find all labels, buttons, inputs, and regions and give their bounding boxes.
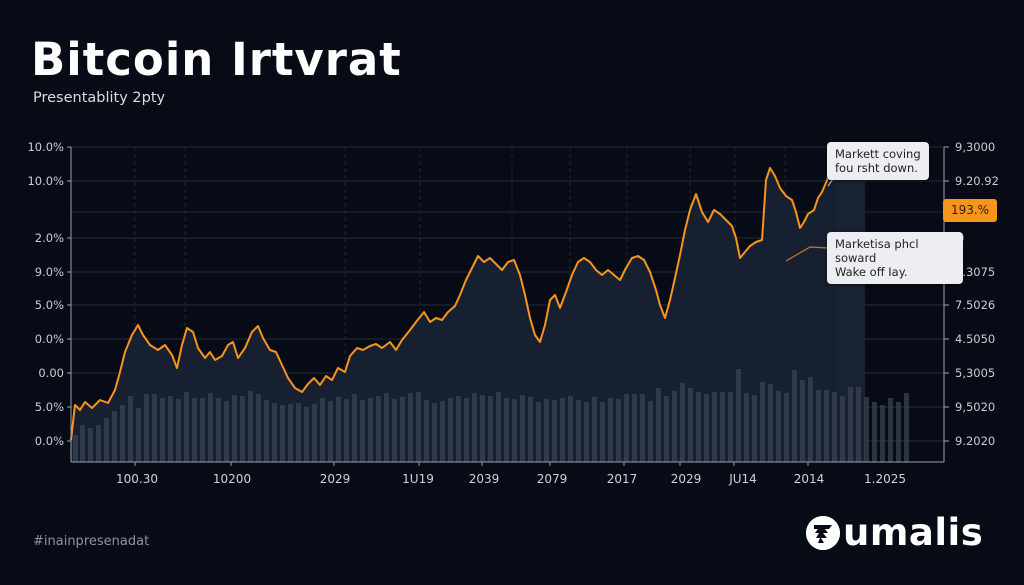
volume-bars: [73, 369, 909, 462]
x-tick-label: 2029: [670, 472, 702, 486]
x-tick-label: 2079: [536, 472, 568, 486]
y-left-tick-label: 5.0%: [34, 400, 64, 414]
x-tick-label: 2014: [793, 472, 825, 486]
left-axis-ticks: [67, 146, 71, 442]
y-right-tick-label: 4.5050: [955, 332, 996, 346]
x-tick-label: 2029: [319, 472, 351, 486]
x-tick-label: 1.2025: [864, 472, 906, 486]
y-left-tick-label: 10.0%: [27, 174, 64, 188]
right-axis-ticks: [944, 146, 949, 442]
bottom-axis-ticks: [134, 462, 809, 466]
y-left-tick-label: 0.00: [38, 366, 64, 380]
y-left-tick-label: 0.0%: [34, 332, 64, 346]
annotation-callout-top: Markett coving fou rsht down.: [827, 142, 929, 180]
page-subtitle: Presentablity 2pty: [33, 90, 166, 106]
page-title: Bitcoin Irtvrat: [31, 33, 402, 86]
y-left-tick-label: 10.0%: [27, 140, 64, 154]
current-price-badge: 193.%: [943, 199, 997, 222]
x-tick-label: 2039: [468, 472, 500, 486]
brand-logo: umalis: [806, 511, 983, 554]
x-tick-label: 1U19: [402, 472, 434, 486]
circle-logo-icon: [806, 515, 840, 550]
callout-bottom-line1: Marketisa phcl soward: [835, 237, 919, 265]
x-tick-label: 10200: [212, 472, 252, 486]
y-left-tick-label: 0.0%: [34, 434, 64, 448]
x-tick-label: 100.30: [116, 472, 158, 486]
price-area: [71, 168, 865, 462]
x-tick-label: 2017: [606, 472, 638, 486]
y-right-tick-label: 9,3000: [955, 140, 996, 154]
callout-bottom-pointer: [785, 246, 829, 262]
annotation-callout-bottom: Marketisa phcl soward Wake off Iay.: [827, 232, 963, 284]
y-right-tick-label: 9.2020: [955, 434, 996, 448]
x-tick-label: JU14: [729, 472, 757, 486]
y-right-tick-label: 9,5020: [955, 400, 996, 414]
brand-name: umalis: [843, 511, 984, 554]
y-right-tick-label: 9.20.92: [955, 174, 999, 188]
y-left-tick-label: 9.0%: [34, 265, 64, 279]
price-line: [70, 167, 829, 441]
callout-top-line2: fou rsht down.: [835, 161, 918, 175]
y-right-tick-label: 5,3005: [955, 366, 996, 380]
y-left-tick-label: 5.0%: [34, 298, 64, 312]
footer-hashtag: #inainpresenadat: [33, 534, 150, 549]
y-right-tick-label: 9.3075: [955, 265, 996, 279]
callout-bottom-line2: Wake off Iay.: [835, 265, 908, 279]
y-right-tick-label: 7.5026: [955, 298, 996, 312]
y-left-tick-label: 2.0%: [34, 231, 64, 245]
callout-top-line1: Markett coving: [835, 147, 921, 161]
